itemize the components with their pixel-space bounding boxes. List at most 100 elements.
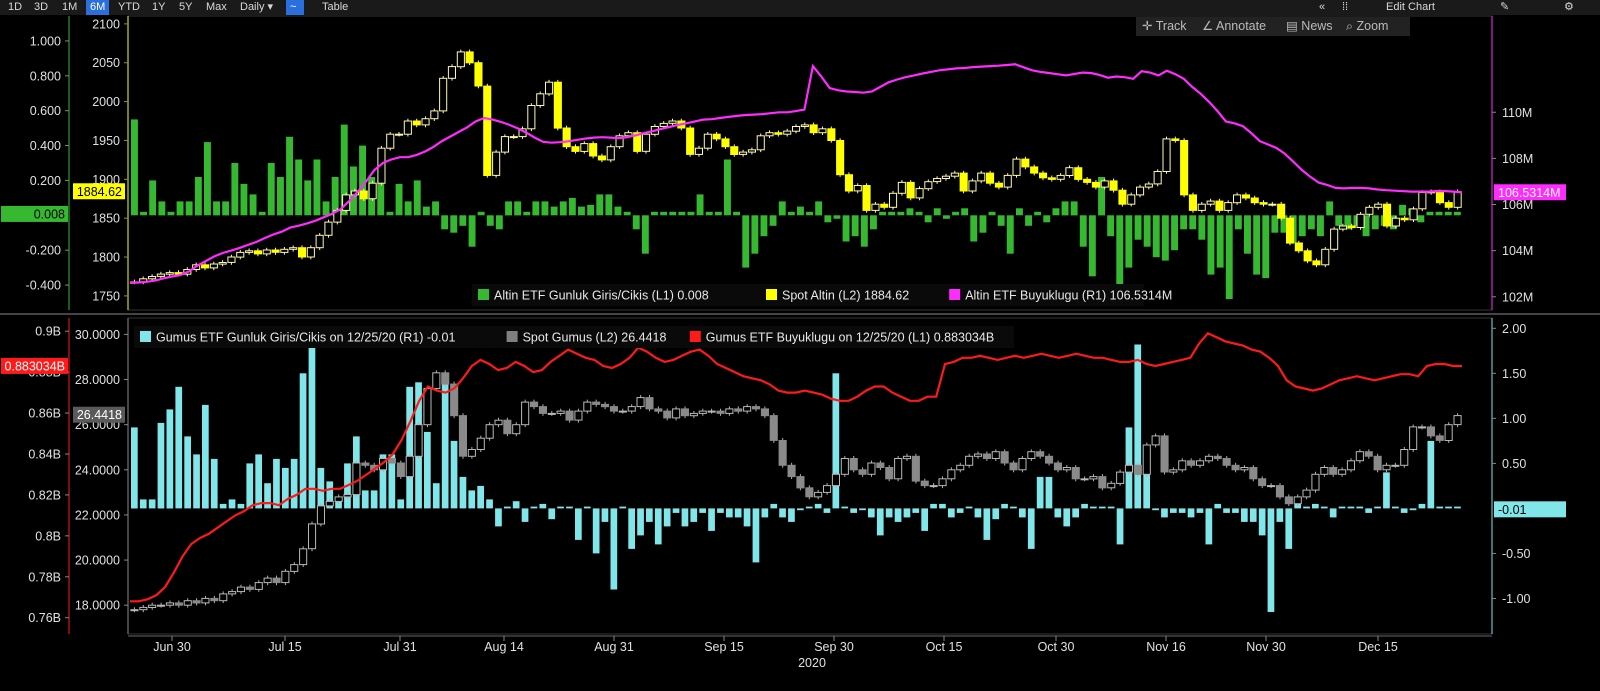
news-tool[interactable]: ▤ News xyxy=(1286,19,1333,33)
candle-body xyxy=(1116,471,1125,484)
candle-body xyxy=(1153,171,1162,185)
candle-body xyxy=(876,462,885,468)
candle-body xyxy=(1338,225,1348,230)
flow-bar xyxy=(1088,215,1096,277)
flow-bar xyxy=(228,499,236,509)
candle-body xyxy=(1293,496,1302,505)
flow-bar xyxy=(894,508,902,522)
flow-bar xyxy=(441,377,449,509)
x-axis-tick-label: Oct 15 xyxy=(926,640,963,654)
flow-bar xyxy=(204,142,211,216)
candle-body xyxy=(553,81,562,129)
axis-l1-tick-label: 0.8B xyxy=(35,529,61,543)
candle-body xyxy=(1160,435,1169,473)
candle-body xyxy=(689,412,698,417)
legend-bg xyxy=(472,284,1144,306)
x-axis-tick-label: Jul 31 xyxy=(383,640,416,654)
candle-body xyxy=(645,397,654,410)
flow-bar xyxy=(1170,508,1177,513)
frequency-dropdown[interactable]: Daily ▾ xyxy=(240,1,274,13)
axis-r1-tick-label: 106M xyxy=(1502,198,1533,212)
period-1y-button[interactable]: 1Y xyxy=(152,1,166,13)
x-axis-tick-label: Jun 30 xyxy=(153,640,191,654)
candle-body xyxy=(725,408,734,414)
flow-bar xyxy=(495,215,503,230)
candle-body xyxy=(165,602,174,606)
candle-body xyxy=(1383,203,1392,227)
flow-bar xyxy=(1107,506,1115,509)
candle-body xyxy=(968,180,977,192)
flow-bar xyxy=(933,208,941,216)
annotate-tool[interactable]: ∠ Annotate xyxy=(1202,19,1267,33)
flow-bar xyxy=(724,159,731,216)
axis-l2-tick-label: 1800 xyxy=(92,251,120,265)
candle-body xyxy=(831,473,841,487)
candle-body xyxy=(315,234,324,249)
candle-body xyxy=(583,401,592,412)
period-3d-button[interactable]: 3D xyxy=(34,1,49,13)
track-tool[interactable]: ✛ Track xyxy=(1142,19,1187,33)
period-1d-button[interactable]: 1D xyxy=(8,1,23,13)
flow-bar xyxy=(623,211,631,216)
candle-body xyxy=(1098,476,1107,489)
candle-body xyxy=(601,403,610,408)
flow-bar xyxy=(1312,503,1319,509)
zoom-tool[interactable]: ⌕ Zoom xyxy=(1346,19,1389,33)
candle-body xyxy=(672,408,681,419)
flow-bar xyxy=(131,427,138,509)
flow-bar xyxy=(605,194,613,216)
candle-body xyxy=(1249,467,1258,480)
candle-body xyxy=(1312,260,1321,266)
flow-bar xyxy=(1362,215,1370,237)
candle-body xyxy=(721,138,730,148)
flow-bar xyxy=(422,206,430,216)
flow-bar xyxy=(778,201,786,216)
flow-bar xyxy=(1061,201,1069,216)
flow-bar xyxy=(1196,508,1204,513)
last-value-altin-size-text: 106.5314M xyxy=(1498,186,1561,200)
candle-body xyxy=(512,424,521,435)
legend-swatch xyxy=(766,289,777,300)
period-6m-button[interactable]: 6M xyxy=(86,0,110,15)
candle-body xyxy=(574,410,583,421)
flow-bar xyxy=(231,163,239,216)
flow-bar xyxy=(743,508,751,527)
edit-chart-button[interactable]: Edit Chart xyxy=(1386,1,1435,13)
flow-bar xyxy=(641,215,649,254)
period-ytd-button[interactable]: YTD xyxy=(118,1,140,13)
candle-body xyxy=(536,93,545,107)
flow-bar xyxy=(158,201,166,216)
flow-bar xyxy=(979,215,987,233)
flow-bar xyxy=(797,508,804,511)
candle-body xyxy=(853,185,862,192)
gear-icon[interactable]: ⚙ xyxy=(1564,1,1574,13)
flow-bar xyxy=(1152,508,1159,511)
flow-bar xyxy=(587,204,595,216)
flow-bar xyxy=(1445,506,1452,509)
candle-body xyxy=(1355,451,1364,462)
flow-bar xyxy=(1052,208,1060,216)
candle-body xyxy=(849,458,858,471)
candle-body xyxy=(1000,451,1009,464)
candle-body xyxy=(1444,424,1453,442)
candle-body xyxy=(1382,464,1391,471)
flow-bar xyxy=(1436,506,1444,509)
period-1m-button[interactable]: 1M xyxy=(62,1,78,13)
period-max-button[interactable]: Max xyxy=(206,1,227,13)
flow-bar xyxy=(1016,208,1023,216)
table-button[interactable]: Table xyxy=(322,1,349,13)
flow-bar xyxy=(970,215,978,242)
flow-bar xyxy=(1365,508,1372,513)
edit-icon[interactable]: ✎ xyxy=(1500,1,1510,13)
candle-body xyxy=(1080,478,1089,481)
candle-body xyxy=(694,147,704,155)
period-5y-button[interactable]: 5Y xyxy=(179,1,193,13)
line-chart-icon[interactable]: ~ xyxy=(286,0,304,15)
flow-bar xyxy=(468,490,476,509)
candle-body xyxy=(609,406,619,412)
collapse-icon[interactable]: « xyxy=(1319,1,1326,13)
flow-bar xyxy=(1374,506,1381,509)
x-axis-tick-label: Sep 30 xyxy=(814,640,854,654)
candle-body xyxy=(494,419,503,426)
